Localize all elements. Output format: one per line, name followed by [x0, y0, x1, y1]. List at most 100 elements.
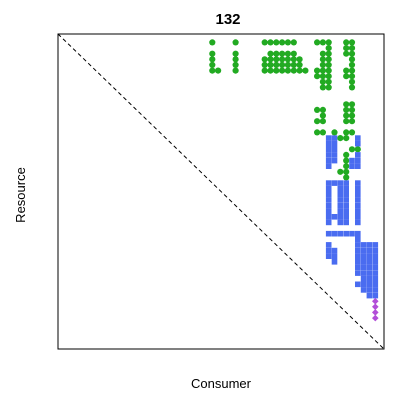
feeding-link-circle: [320, 51, 326, 57]
feeding-link-circle: [297, 62, 303, 68]
feeding-link-square: [338, 208, 344, 214]
feeding-link-circle: [233, 51, 239, 57]
feeding-link-circle: [320, 39, 326, 45]
feeding-link-square: [355, 237, 361, 243]
feeding-link-circle: [273, 51, 279, 57]
feeding-link-square: [373, 270, 379, 276]
feeding-link-circle: [233, 68, 239, 74]
feeding-link-circle: [291, 68, 297, 74]
chart-title: 132: [215, 11, 240, 28]
feeding-link-square: [338, 220, 344, 226]
feeding-link-square: [355, 253, 361, 259]
feeding-link-circle: [209, 56, 215, 62]
feeding-link-square: [373, 242, 379, 248]
feeding-link-circle: [349, 146, 355, 152]
feeding-link-circle: [285, 62, 291, 68]
feeding-link-circle: [326, 68, 332, 74]
feeding-link-square: [332, 180, 338, 186]
feeding-link-square: [361, 270, 367, 276]
feeding-link-square: [367, 282, 373, 288]
feeding-link-square: [343, 231, 349, 237]
feeding-link-square: [338, 192, 344, 198]
feeding-link-circle: [349, 113, 355, 119]
feeding-link-square: [326, 242, 332, 248]
feeding-link-square: [355, 248, 361, 254]
feeding-link-circle: [297, 56, 303, 62]
feeding-link-square: [355, 152, 361, 158]
feeding-link-circle: [349, 129, 355, 135]
feeding-link-square: [332, 135, 338, 141]
feeding-link-square: [326, 192, 332, 198]
feeding-link-circle: [314, 73, 320, 79]
feeding-link-square: [326, 163, 332, 169]
feeding-link-circle: [331, 129, 337, 135]
feeding-link-square: [355, 214, 361, 220]
feeding-link-circle: [233, 62, 239, 68]
feeding-link-circle: [349, 79, 355, 85]
feeding-link-circle: [320, 68, 326, 74]
feeding-link-square: [361, 242, 367, 248]
feeding-link-square: [373, 276, 379, 282]
feeding-link-circle: [349, 62, 355, 68]
feeding-link-square: [355, 163, 361, 169]
feeding-link-square: [326, 214, 332, 220]
feeding-link-circle: [349, 45, 355, 51]
feeding-link-circle: [343, 39, 349, 45]
feeding-link-circle: [320, 84, 326, 90]
feeding-link-square: [373, 293, 379, 299]
feeding-link-circle: [349, 101, 355, 107]
feeding-link-circle: [262, 56, 268, 62]
feeding-link-diamond: [372, 309, 379, 316]
feeding-link-circle: [285, 51, 291, 57]
feeding-link-circle: [285, 56, 291, 62]
feeding-link-square: [326, 135, 332, 141]
feeding-link-square: [343, 197, 349, 203]
feeding-link-square: [355, 203, 361, 209]
feeding-link-square: [355, 192, 361, 198]
feeding-link-square: [355, 208, 361, 214]
feeding-link-circle: [343, 68, 349, 74]
feeding-link-square: [361, 287, 367, 293]
feeding-link-circle: [273, 62, 279, 68]
feeding-link-square: [361, 276, 367, 282]
feeding-link-circle: [320, 113, 326, 119]
feeding-link-square: [367, 259, 373, 265]
feeding-link-circle: [262, 68, 268, 74]
feeding-link-square: [343, 208, 349, 214]
feeding-link-circle: [279, 62, 285, 68]
feeding-link-square: [355, 282, 361, 288]
feeding-link-square: [355, 158, 361, 164]
feeding-link-square: [373, 259, 379, 265]
feeding-link-circle: [215, 68, 221, 74]
feeding-link-circle: [326, 79, 332, 85]
feeding-link-circle: [297, 68, 303, 74]
feeding-link-square: [355, 265, 361, 271]
feeding-link-square: [343, 180, 349, 186]
feeding-link-circle: [326, 73, 332, 79]
feeding-link-square: [355, 141, 361, 147]
feeding-link-square: [338, 186, 344, 192]
feeding-link-circle: [285, 68, 291, 74]
feeding-link-circle: [279, 56, 285, 62]
feeding-link-circle: [326, 51, 332, 57]
feeding-link-circle: [355, 146, 361, 152]
feeding-link-circle: [279, 51, 285, 57]
feeding-link-circle: [343, 129, 349, 135]
feeding-link-circle: [343, 101, 349, 107]
feeding-link-circle: [291, 62, 297, 68]
feeding-link-square: [326, 197, 332, 203]
feeding-link-circle: [343, 163, 349, 169]
feeding-link-circle: [267, 68, 273, 74]
feeding-link-circle: [320, 56, 326, 62]
feeding-link-square: [361, 248, 367, 254]
feeding-link-square: [355, 270, 361, 276]
feeding-link-circle: [262, 62, 268, 68]
feeding-link-square: [338, 214, 344, 220]
feeding-link-square: [373, 253, 379, 259]
feeding-link-square: [326, 231, 332, 237]
feeding-link-square: [343, 192, 349, 198]
feeding-link-circle: [320, 118, 326, 124]
feeding-link-circle: [209, 51, 215, 57]
feeding-link-square: [332, 253, 338, 259]
